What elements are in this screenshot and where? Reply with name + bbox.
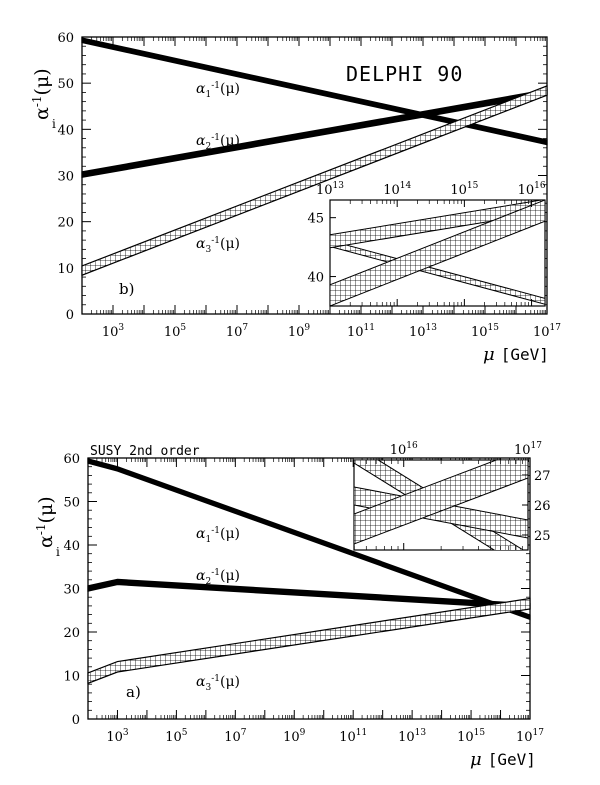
xtick-label: 107 <box>226 323 249 340</box>
panel-b-ylabel-base: α <box>31 107 53 120</box>
panel-b-alpha1-label: α1-1(μ) <box>196 81 240 100</box>
svg-text:α-1(μ): α-1(μ) <box>34 496 57 548</box>
panel-a-xlabel-sym: μ <box>470 749 482 770</box>
xtick-label: 1013 <box>409 323 437 340</box>
inset-xtick-label: 1015 <box>450 181 478 198</box>
xtick-label: 109 <box>288 323 311 340</box>
panel-a-xlabel: μ [GeV] <box>470 749 536 770</box>
inset-xtick-label: 1017 <box>514 441 542 458</box>
panel-b-ylabel: α-1(μ) <box>30 68 53 120</box>
ytick-label: 30 <box>57 170 74 185</box>
panel-b-alpha2-label: α2-1(μ) <box>196 133 240 152</box>
ytick-label: 60 <box>57 31 74 46</box>
panel-b-tag: DELPHI 90 <box>346 62 463 86</box>
panel-a-alpha3-label: α3-1(μ) <box>196 674 240 693</box>
inset-ytick-label: 26 <box>534 499 551 514</box>
panel-a-ylabel: α-1(μ) <box>34 496 57 548</box>
ytick-label: 20 <box>63 626 80 641</box>
panel-a-inset: 1016 1017 25 26 27 <box>353 441 551 550</box>
xtick-label: 1015 <box>471 323 499 340</box>
inset-xtick-label: 1013 <box>316 181 344 198</box>
panel-a-ylabel-base: α <box>35 535 57 548</box>
ytick-label: 50 <box>57 77 74 92</box>
panel-b-series <box>81 37 548 277</box>
xtick-label: 105 <box>164 323 187 340</box>
inset-band-3 <box>330 200 545 306</box>
series-band-2 <box>81 88 548 179</box>
inset-band-1 <box>330 240 545 305</box>
panel-a-ylabel-arg: (μ) <box>35 496 57 523</box>
panel-b-alpha3-label: α3-1(μ) <box>196 236 240 255</box>
xtick-label: 1015 <box>457 728 485 745</box>
panel-a-xlabel-unit: [GeV] <box>488 750 536 769</box>
panel-b-xlabel-unit: [GeV] <box>501 345 549 364</box>
series-band-3 <box>81 85 548 277</box>
panel-a-ylabel-sub: i <box>56 545 60 559</box>
series-band-3 <box>87 597 531 685</box>
inset-band-3 <box>354 460 528 545</box>
ytick-label: 40 <box>57 123 74 138</box>
ytick-label: 0 <box>72 713 80 728</box>
panel-a-ylabel-sup: -1 <box>34 523 48 535</box>
ytick-label: 10 <box>63 670 80 685</box>
panel-a: 0 10 20 30 40 50 60 103 105 107 109 1011 1013 1015 101… <box>34 441 551 770</box>
xtick-label: 105 <box>165 728 188 745</box>
panel-b-inset: 1013 1014 1015 1016 40 45 <box>307 181 546 306</box>
inset-xtick-label: 1016 <box>518 181 546 198</box>
panel-b-xlabel: μ [GeV] <box>483 344 549 365</box>
inset-ytick-label: 45 <box>307 212 324 227</box>
panel-b-xlabel-sym: μ <box>483 344 495 365</box>
xtick-label: 107 <box>224 728 247 745</box>
panel-a-alpha1-label: α1-1(μ) <box>196 526 240 545</box>
xtick-label: 1017 <box>533 323 561 340</box>
panel-a-tag: SUSY 2nd order <box>90 444 200 459</box>
xtick-label: 1013 <box>398 728 426 745</box>
panel-a-label: a) <box>126 683 141 701</box>
inset-series <box>354 460 528 550</box>
inset-xtick-label: 1014 <box>383 181 411 198</box>
panel-b-ylabel-sup: -1 <box>30 95 44 107</box>
panel-b-ylabel-arg: (μ) <box>31 68 53 95</box>
ytick-label: 0 <box>66 308 74 323</box>
inset-band-2 <box>330 200 545 249</box>
panel-a-series <box>87 458 531 685</box>
series-band-1 <box>87 458 531 621</box>
inset-ytick-label: 25 <box>534 529 551 544</box>
xtick-label: 103 <box>102 323 125 340</box>
svg-text:α-1(μ): α-1(μ) <box>30 68 53 120</box>
xtick-label: 103 <box>106 728 129 745</box>
panel-b-ylabel-sub: i <box>52 117 56 131</box>
ytick-label: 10 <box>57 262 74 277</box>
series-band-1 <box>81 37 548 146</box>
ytick-label: 50 <box>63 496 80 511</box>
xtick-label: 1011 <box>347 323 375 340</box>
ytick-label: 40 <box>63 539 80 554</box>
inset-ytick-label: 27 <box>534 469 551 484</box>
panel-b-label: b) <box>119 280 134 298</box>
xtick-label: 1017 <box>516 728 544 745</box>
ytick-label: 30 <box>63 583 80 598</box>
xtick-label: 109 <box>283 728 306 745</box>
ytick-label: 20 <box>57 216 74 231</box>
inset-xtick-label: 1016 <box>390 441 418 458</box>
panel-a-alpha2-label: α2-1(μ) <box>196 568 240 587</box>
inset-series <box>330 200 545 306</box>
inset-ytick-label: 40 <box>307 271 324 286</box>
ytick-label: 60 <box>63 452 80 467</box>
xtick-label: 1011 <box>339 728 367 745</box>
